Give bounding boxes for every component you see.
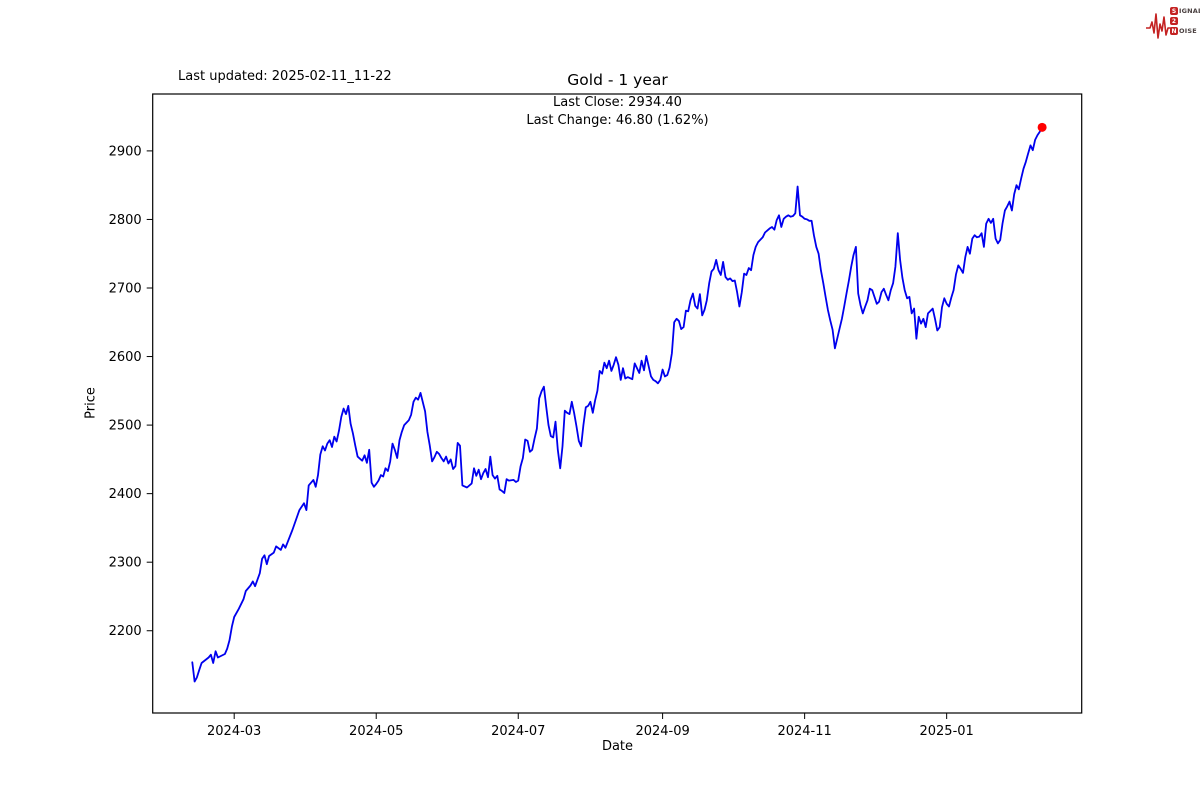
plot-border bbox=[152, 93, 1083, 714]
last-close-text: Last Close: 2934.40 bbox=[553, 95, 682, 110]
logo-letter-box: 2 bbox=[1170, 17, 1178, 25]
x-tick-label: 2024-03 bbox=[207, 724, 261, 739]
y-tick-label: 2700 bbox=[109, 281, 142, 296]
y-tick-label: 2600 bbox=[109, 350, 142, 365]
logo-letter-box: N bbox=[1170, 27, 1178, 35]
last-updated-text: Last updated: 2025-02-11_11-22 bbox=[178, 69, 392, 84]
y-tick-label: 2200 bbox=[109, 624, 142, 639]
signal2noise-logo: S IGNAL 2 N OISE bbox=[1145, 4, 1200, 44]
x-tick-label: 2024-07 bbox=[491, 724, 545, 739]
x-tick-label: 2024-05 bbox=[349, 724, 403, 739]
y-tick-label: 2300 bbox=[109, 556, 142, 571]
logo-wordmark: S IGNAL 2 N OISE bbox=[1170, 6, 1200, 36]
y-axis-label: Price bbox=[83, 387, 99, 419]
y-tick-label: 2900 bbox=[109, 144, 142, 159]
logo-letter-rest: IGNAL bbox=[1179, 7, 1200, 15]
last-close-marker bbox=[1037, 122, 1047, 132]
x-tick-label: 2025-01 bbox=[919, 724, 973, 739]
y-tick-label: 2400 bbox=[109, 487, 142, 502]
y-tick-label: 2500 bbox=[109, 419, 142, 434]
chart-title: Gold - 1 year bbox=[567, 71, 668, 89]
logo-row-noise: N OISE bbox=[1170, 26, 1200, 36]
logo-letter-rest: OISE bbox=[1179, 27, 1197, 35]
logo-letter-box: S bbox=[1170, 7, 1178, 15]
y-tick-label: 2800 bbox=[109, 213, 142, 228]
x-tick-label: 2024-11 bbox=[777, 724, 831, 739]
heartbeat-waveform-icon bbox=[1145, 13, 1173, 39]
price-line-series bbox=[191, 126, 1043, 683]
logo-row-signal: S IGNAL bbox=[1170, 6, 1200, 16]
x-tick-label: 2024-09 bbox=[635, 724, 689, 739]
logo-row-2: 2 bbox=[1170, 16, 1200, 26]
last-change-text: Last Change: 46.80 (1.62%) bbox=[526, 113, 709, 128]
x-axis-label: Date bbox=[601, 739, 634, 754]
